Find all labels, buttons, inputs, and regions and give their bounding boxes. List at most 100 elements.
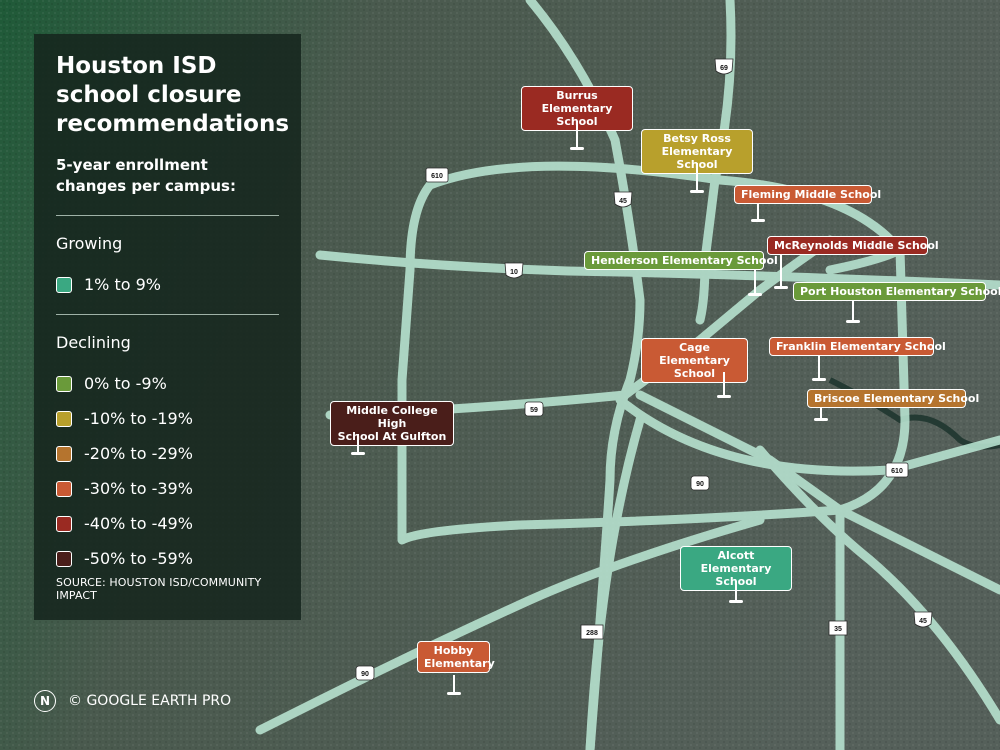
legend-divider <box>56 215 279 216</box>
shield-610-east: 610 <box>885 462 909 478</box>
shield-35: 35 <box>828 620 848 636</box>
legend-panel: Houston ISD school closure recommendatio… <box>34 34 301 620</box>
i-45-south-road <box>755 445 1000 725</box>
school-label-briscoe[interactable]: Briscoe Elementary School <box>807 389 979 408</box>
shield-label: 288 <box>586 630 598 637</box>
school-pin <box>453 675 455 693</box>
shield-label: 59 <box>530 407 538 414</box>
us-59-south-road <box>635 390 1000 595</box>
legend-divider <box>56 314 279 315</box>
legend-item-label: -30% to -39% <box>84 479 193 498</box>
school-name: Cage Elementary School <box>659 341 730 380</box>
shield-288: 288 <box>580 624 604 640</box>
hwy-288-road <box>585 415 645 750</box>
legend-swatch <box>56 480 72 497</box>
school-pin <box>780 254 782 286</box>
source-note: SOURCE: HOUSTON ISD/COMMUNITY IMPACT <box>56 576 262 602</box>
shield-label: 69 <box>720 65 728 72</box>
shield-label: 90 <box>696 481 704 488</box>
school-label-henderson[interactable]: Henderson Elementary School <box>584 251 778 270</box>
legend-growing-list: 1% to 9% <box>56 267 279 302</box>
legend-declining-heading: Declining <box>56 333 131 352</box>
school-pin-base <box>717 395 731 398</box>
shield-610-north: 610 <box>425 167 449 183</box>
school-name: Franklin Elementary School <box>776 340 946 353</box>
shield-69: 69 <box>714 58 734 75</box>
school-pin-base <box>812 378 826 381</box>
school-label-hobby[interactable]: Hobby Elementary <box>417 641 495 673</box>
shield-45-south: 45 <box>913 611 933 628</box>
school-pin <box>576 121 578 148</box>
legend-growing-heading: Growing <box>56 234 123 253</box>
legend-swatch <box>56 276 72 293</box>
school-pin-base <box>351 452 365 455</box>
school-label-mcreynolds[interactable]: McReynolds Middle School <box>767 236 939 255</box>
shield-90: 90 <box>690 475 710 491</box>
map-title: Houston ISD school closure recommendatio… <box>56 53 290 137</box>
legend-declining-list: 0% to -9% -10% to -19% -20% to -29% -30%… <box>56 366 279 576</box>
i-10-road <box>315 250 1000 290</box>
publication-logo-letter: N <box>39 694 51 708</box>
school-pin-base <box>729 600 743 603</box>
legend-swatch <box>56 410 72 427</box>
school-name: McReynolds Middle School <box>774 239 939 252</box>
school-pin-base <box>814 418 828 421</box>
school-name: Hobby Elementary <box>424 644 495 670</box>
legend-item: -20% to -29% <box>56 436 279 471</box>
shield-label: 610 <box>891 468 903 475</box>
legend-item-label: -40% to -49% <box>84 514 193 533</box>
shield-10: 10 <box>504 262 524 279</box>
legend-item-label: -10% to -19% <box>84 409 193 428</box>
shield-label: 90 <box>361 671 369 678</box>
school-pin <box>818 355 820 379</box>
legend-swatch <box>56 445 72 462</box>
legend-item: -10% to -19% <box>56 401 279 436</box>
us-90-road <box>615 395 1000 476</box>
school-pin-base <box>846 320 860 323</box>
shields: 69 610 45 10 59 90 610 288 <box>355 58 933 681</box>
school-pin-base <box>447 692 461 695</box>
map-subtitle: 5-year enrollment changes per campus: <box>56 156 236 195</box>
credit-text: © GOOGLE EARTH PRO <box>68 693 232 709</box>
school-pin-base <box>690 190 704 193</box>
school-pin-base <box>751 219 765 222</box>
shield-90-southwest: 90 <box>355 665 375 681</box>
shield-label: 45 <box>919 618 927 625</box>
school-name: Middle College High School At Gulfton <box>338 404 447 443</box>
publication-logo: N <box>34 690 56 712</box>
legend-item-label: 1% to 9% <box>84 275 161 294</box>
school-pin <box>820 407 822 419</box>
school-name: Briscoe Elementary School <box>814 392 980 405</box>
school-name: Henderson Elementary School <box>591 254 778 267</box>
legend-item: -30% to -39% <box>56 471 279 506</box>
school-label-middle-college-gulfton[interactable]: Middle College High School At Gulfton <box>330 401 454 446</box>
school-pin <box>735 581 737 601</box>
school-label-franklin[interactable]: Franklin Elementary School <box>769 337 946 356</box>
legend-item: -50% to -59% <box>56 541 279 576</box>
legend-swatch <box>56 375 72 392</box>
legend-item: 1% to 9% <box>56 267 279 302</box>
shield-59: 59 <box>524 401 544 417</box>
school-pin <box>696 163 698 191</box>
school-pin <box>852 300 854 321</box>
legend-item: -40% to -49% <box>56 506 279 541</box>
shield-label: 35 <box>834 626 842 633</box>
legend-item: 0% to -9% <box>56 366 279 401</box>
legend-swatch <box>56 515 72 532</box>
school-label-cage[interactable]: Cage Elementary School <box>641 338 748 383</box>
school-name: Fleming Middle School <box>741 188 882 201</box>
shield-45-north: 45 <box>613 191 633 208</box>
school-pin-base <box>570 147 584 150</box>
legend-swatch <box>56 550 72 567</box>
school-label-fleming[interactable]: Fleming Middle School <box>734 185 881 204</box>
shield-label: 10 <box>510 269 518 276</box>
school-pin-base <box>774 286 788 289</box>
shield-label: 45 <box>619 198 627 205</box>
shield-label: 610 <box>431 173 443 180</box>
school-pin <box>723 372 725 396</box>
school-pin <box>754 269 756 294</box>
legend-item-label: -50% to -59% <box>84 549 193 568</box>
school-pin-base <box>748 293 762 296</box>
legend-item-label: 0% to -9% <box>84 374 167 393</box>
school-label-port-houston[interactable]: Port Houston Elementary School <box>793 282 1000 301</box>
